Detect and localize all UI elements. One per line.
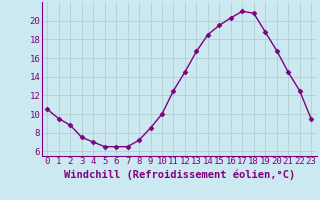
X-axis label: Windchill (Refroidissement éolien,°C): Windchill (Refroidissement éolien,°C) [64,169,295,180]
